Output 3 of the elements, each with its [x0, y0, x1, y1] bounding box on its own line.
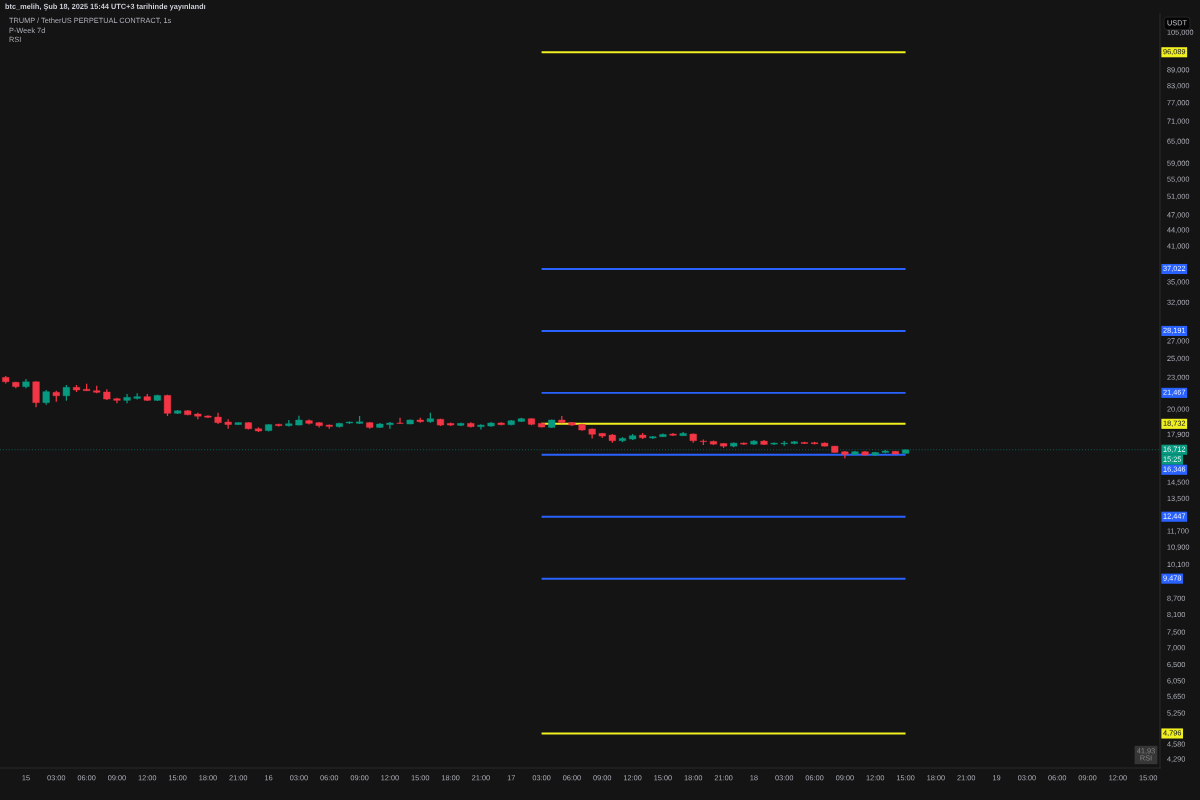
candlestick: [396, 417, 404, 425]
candlestick: [32, 380, 40, 408]
candlestick: [386, 421, 394, 430]
